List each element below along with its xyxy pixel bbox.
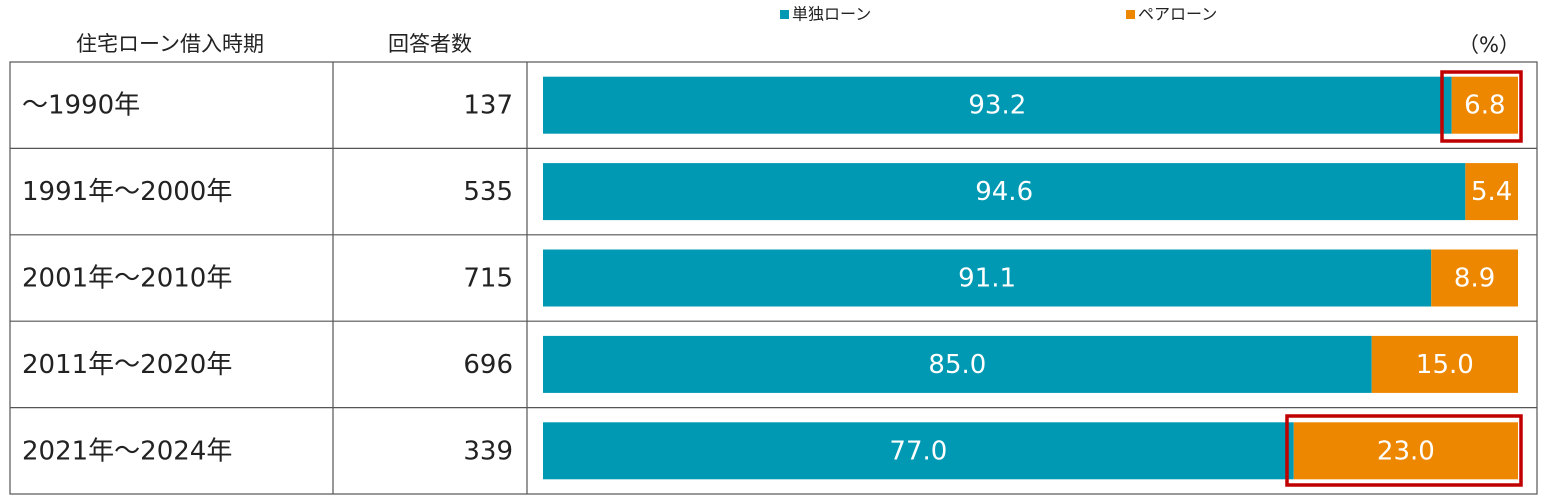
category-label: 2021年～2024年 — [22, 436, 232, 466]
bar-segment — [1293, 422, 1518, 480]
bar-segment — [543, 335, 1372, 393]
value-label: 85.0 — [928, 350, 986, 380]
category-header: 住宅ローン借入時期 — [76, 32, 264, 56]
category-label: 2011年～2020年 — [22, 350, 232, 380]
count-label: 696 — [463, 350, 513, 380]
count-label: 137 — [463, 91, 513, 121]
count-label: 535 — [463, 177, 513, 207]
count-label: 339 — [463, 436, 513, 466]
legend-swatch — [1126, 10, 1135, 19]
legend-label: 単独ローン — [792, 5, 871, 24]
bar-segment — [1465, 163, 1518, 221]
value-label: 23.0 — [1377, 436, 1435, 466]
bar-segment — [1371, 335, 1518, 393]
value-label: 5.4 — [1471, 177, 1512, 207]
value-label: 15.0 — [1416, 350, 1474, 380]
legend-swatch — [780, 10, 789, 19]
unit-label: （%） — [1458, 33, 1520, 57]
value-label: 6.8 — [1464, 91, 1505, 121]
value-label: 91.1 — [958, 264, 1016, 294]
value-label: 93.2 — [968, 91, 1026, 121]
category-label: ～1990年 — [22, 91, 140, 121]
highlight-box — [1285, 414, 1523, 487]
bar-segment — [543, 163, 1466, 221]
count-label: 715 — [463, 264, 513, 294]
bar-segment — [543, 422, 1294, 480]
category-label: 1991年～2000年 — [22, 177, 232, 207]
bar-segment — [543, 76, 1452, 134]
table-border — [9, 61, 1538, 495]
bar-segment — [1451, 76, 1518, 134]
highlight-box — [1440, 70, 1523, 143]
bar-segment — [1431, 249, 1518, 307]
count-header: 回答者数 — [388, 32, 472, 56]
legend-label: ペアローン — [1138, 5, 1217, 24]
bar-segment — [543, 249, 1432, 307]
category-label: 2001年～2010年 — [22, 264, 232, 294]
value-label: 77.0 — [889, 436, 947, 466]
value-label: 94.6 — [975, 177, 1033, 207]
value-label: 8.9 — [1454, 264, 1495, 294]
